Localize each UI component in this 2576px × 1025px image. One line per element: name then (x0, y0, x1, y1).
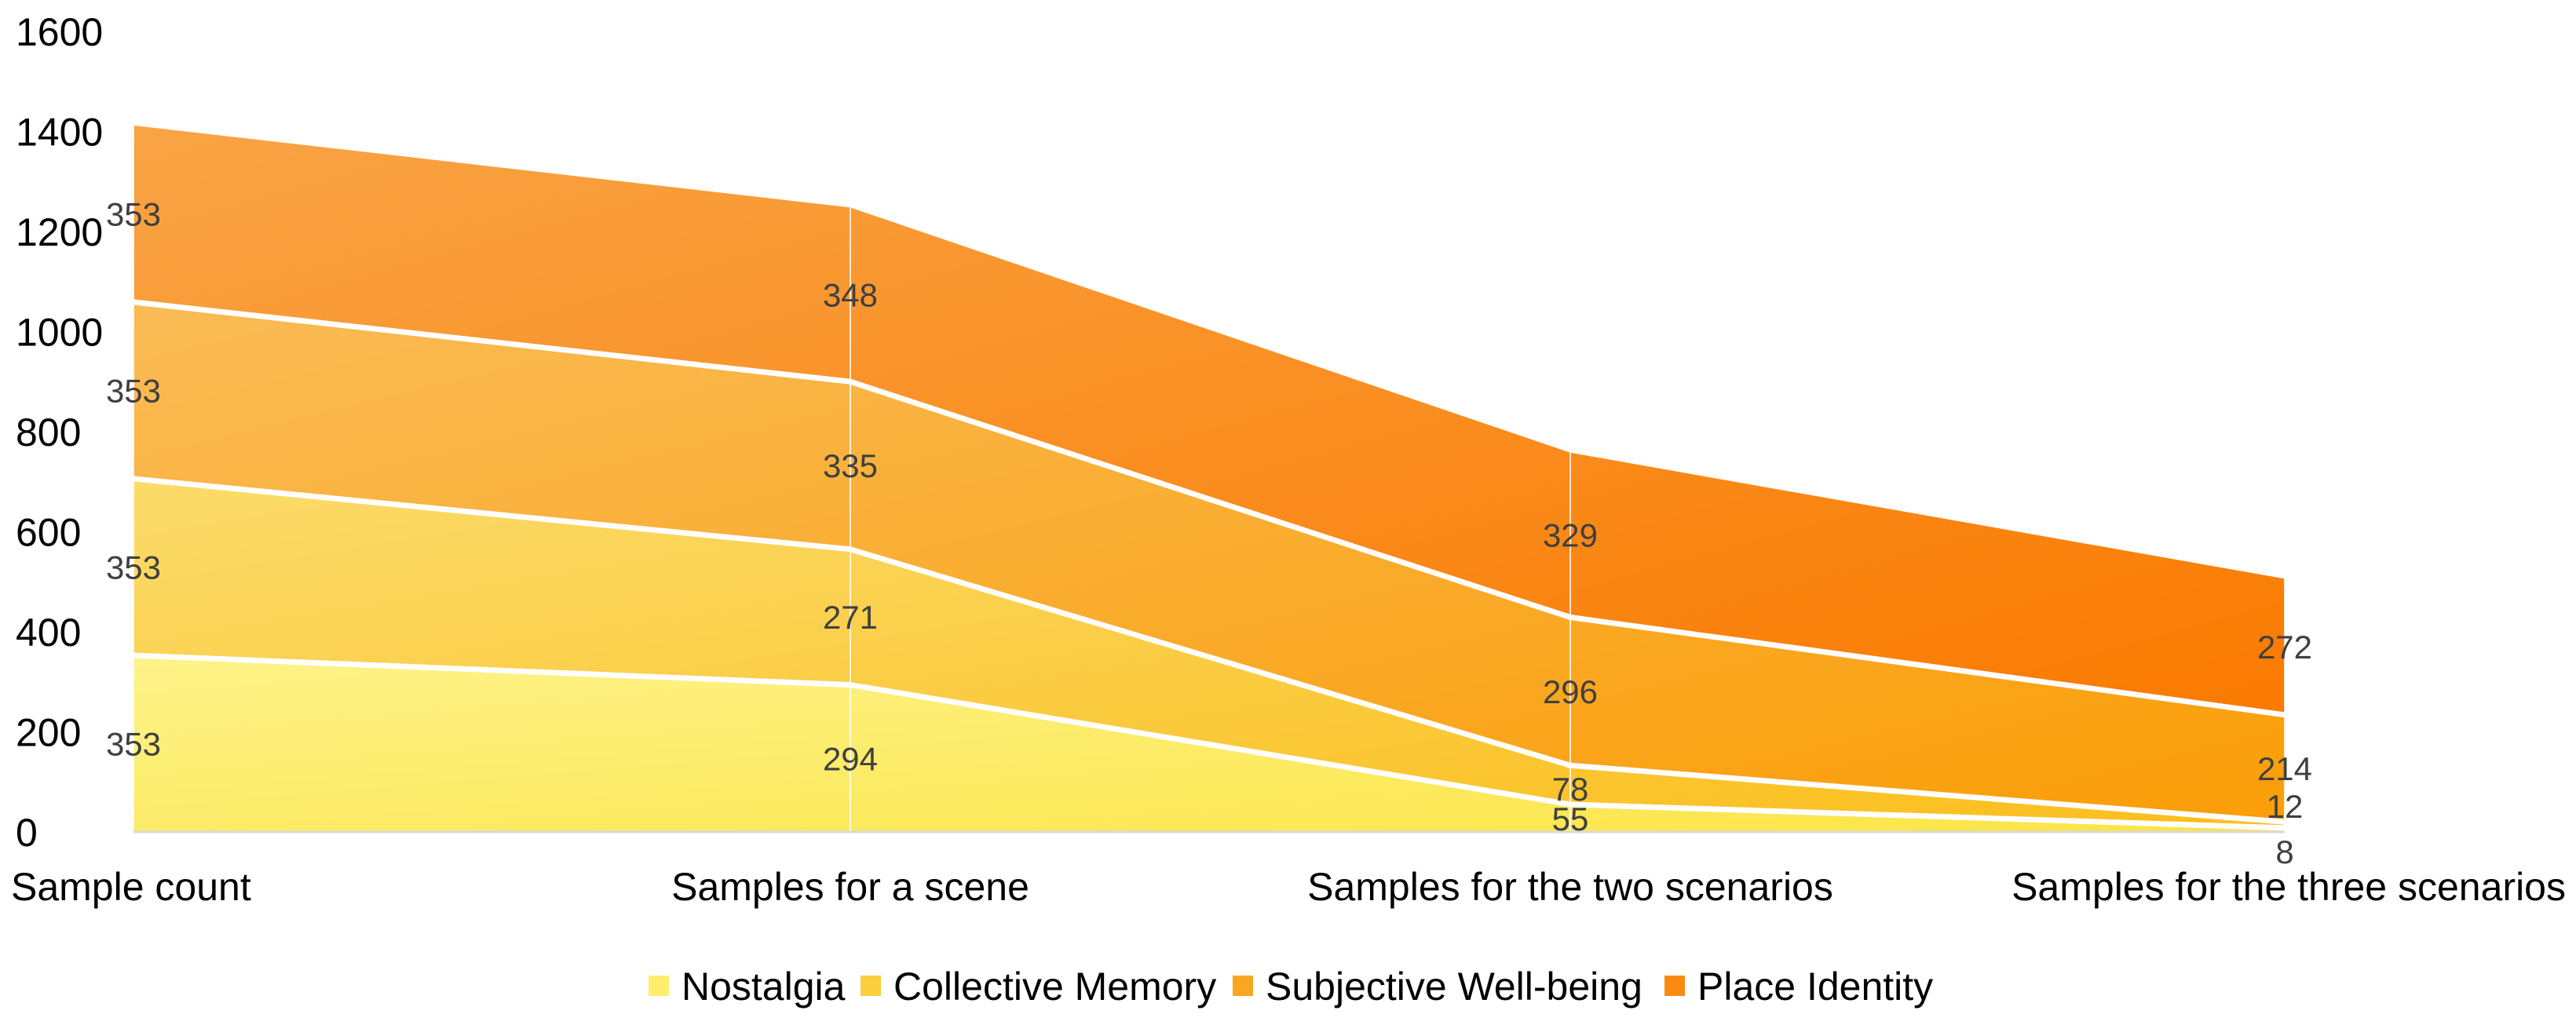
legend-label: Nostalgia (681, 965, 846, 1009)
legend-label: Collective Memory (893, 965, 1216, 1009)
data-label: 55 (1552, 801, 1589, 837)
data-label: 353 (106, 372, 161, 409)
y-tick-label: 600 (16, 511, 81, 555)
y-tick-label: 1000 (16, 311, 103, 355)
data-label: 353 (106, 549, 161, 585)
data-label: 348 (823, 276, 878, 313)
data-label: 271 (823, 599, 878, 636)
y-tick-label: 1400 (16, 111, 103, 155)
legend-label: Place Identity (1697, 965, 1933, 1009)
legend-swatch (1233, 976, 1253, 996)
data-label: 329 (1543, 517, 1598, 554)
data-label: 353 (106, 725, 161, 762)
series-boundaries (133, 125, 2286, 833)
y-tick-label: 200 (16, 711, 81, 755)
x-category-label: Sample count (11, 865, 251, 909)
data-label: 214 (2257, 750, 2312, 787)
y-tick-label: 1600 (16, 10, 103, 54)
data-label: 272 (2257, 629, 2312, 666)
area-place-identity (133, 125, 2285, 715)
legend-swatch (1664, 976, 1685, 996)
boundary-line (133, 299, 2286, 718)
boundary-line (133, 652, 2286, 831)
x-category-label: Samples for a scene (671, 865, 1029, 909)
legend-swatch (860, 976, 881, 996)
y-axis-ticks: 0 200 400 600 800 1000 1200 1400 1600 (16, 10, 103, 855)
legend-swatch (649, 976, 669, 996)
series-areas (133, 125, 2285, 832)
data-labels: 353 294 55 8 353 271 78 12 353 335 296 214 353 348 329… (106, 195, 2312, 870)
data-label: 8 (2275, 833, 2293, 870)
data-label: 78 (1552, 771, 1589, 808)
area-collective-memory (133, 478, 2285, 828)
x-category-label: Samples for the two scenarios (1307, 865, 1833, 909)
boundary-line (133, 476, 2286, 825)
data-label: 335 (823, 447, 878, 484)
y-tick-label: 1200 (16, 210, 103, 254)
y-tick-label: 0 (16, 811, 38, 855)
area-nostalgia (133, 655, 2285, 832)
data-label: 353 (106, 195, 161, 232)
data-label: 12 (2267, 788, 2304, 825)
y-tick-label: 400 (16, 611, 81, 655)
legend: Nostalgia Collective Memory Subjective Wel… (649, 965, 1933, 1009)
x-axis-categories: Sample count Samples for a scene Samples f… (11, 865, 2566, 909)
area-subjective-well-being (133, 301, 2285, 823)
y-tick-label: 800 (16, 410, 81, 454)
x-category-label: Samples for the three scenarios (2011, 865, 2566, 909)
legend-label: Subjective Well-being (1266, 965, 1642, 1009)
data-label: 296 (1543, 673, 1598, 710)
data-label: 294 (823, 740, 878, 777)
